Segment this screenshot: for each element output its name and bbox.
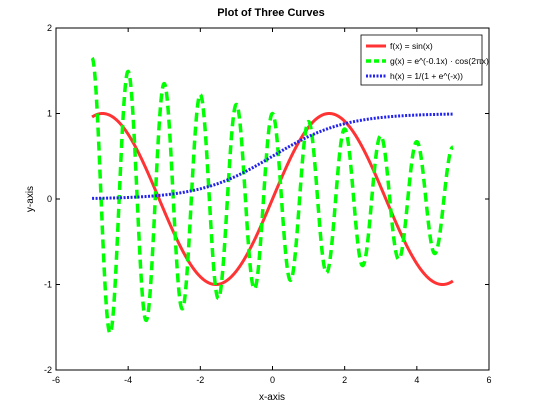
legend-label-h: h(x) = 1/(1 + e^(-x)) [390, 71, 463, 81]
x-tick-label: 2 [342, 375, 347, 385]
legend: f(x) = sin(x) g(x) = e^(-0.1x) · cos(2πx… [360, 34, 489, 86]
x-tick-label: 6 [486, 375, 491, 385]
legend-label-g: g(x) = e^(-0.1x) · cos(2πx) [390, 56, 489, 66]
y-tick-label: 1 [47, 109, 52, 119]
x-tick-label: -2 [196, 375, 204, 385]
series-h-line [90, 112, 455, 200]
y-ticks: -2 -1 0 1 2 [44, 23, 489, 375]
series-g-line [90, 56, 455, 335]
y-tick-label: -2 [44, 365, 52, 375]
x-tick-label: -4 [124, 375, 132, 385]
y-tick-label: -1 [44, 280, 52, 290]
x-tick-label: -6 [52, 375, 60, 385]
chart-title: Plot of Three Curves [217, 7, 325, 19]
x-tick-label: 0 [270, 375, 275, 385]
y-tick-label: 2 [47, 23, 52, 33]
x-tick-label: 4 [414, 375, 419, 385]
legend-label-f: f(x) = sin(x) [390, 41, 433, 51]
x-ticks: -6 -4 -2 0 2 4 6 [52, 28, 492, 385]
y-axis-label: y-axis [25, 186, 36, 212]
x-axis-label: x-axis [259, 392, 285, 403]
y-tick-label: 0 [47, 194, 52, 204]
